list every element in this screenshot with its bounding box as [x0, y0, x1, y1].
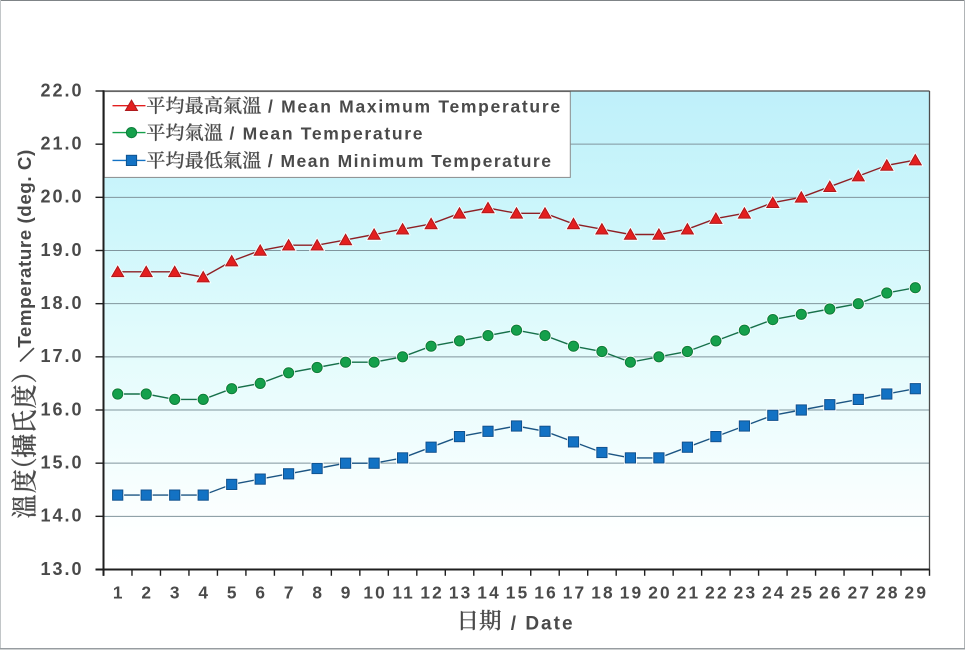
svg-text:1: 1 — [113, 583, 125, 603]
svg-text:4: 4 — [198, 583, 210, 603]
svg-text:Temperature (deg. C): Temperature (deg. C) — [14, 149, 35, 348]
svg-text:28: 28 — [876, 583, 900, 603]
svg-text:17.0: 17.0 — [40, 346, 83, 366]
svg-text:/ Date: / Date — [504, 613, 575, 634]
svg-text:10: 10 — [363, 583, 387, 603]
svg-text:24: 24 — [762, 583, 786, 603]
svg-text:20.0: 20.0 — [40, 187, 83, 207]
svg-text:27: 27 — [848, 583, 872, 603]
svg-text:2: 2 — [141, 583, 153, 603]
svg-text:14.0: 14.0 — [40, 506, 83, 526]
svg-text:22.0: 22.0 — [40, 80, 83, 100]
svg-text:25: 25 — [791, 583, 815, 603]
svg-text:16.0: 16.0 — [40, 399, 83, 419]
svg-text:13: 13 — [449, 583, 473, 603]
svg-text:5: 5 — [227, 583, 239, 603]
svg-text:8: 8 — [312, 583, 324, 603]
svg-text:9: 9 — [341, 583, 353, 603]
svg-text:/ Mean Minimum Temperature: / Mean Minimum Temperature — [261, 151, 552, 171]
svg-text:/ Mean Temperature: / Mean Temperature — [223, 123, 424, 143]
svg-text:3: 3 — [170, 583, 182, 603]
svg-text:15.0: 15.0 — [40, 452, 83, 472]
svg-text:17: 17 — [563, 583, 587, 603]
svg-text:13.0: 13.0 — [40, 559, 83, 579]
svg-text:18: 18 — [591, 583, 615, 603]
svg-text:23: 23 — [734, 583, 758, 603]
svg-text:6: 6 — [255, 583, 267, 603]
svg-text:26: 26 — [819, 583, 843, 603]
svg-text:/ Mean Maximum Temperature: / Mean Maximum Temperature — [261, 96, 561, 116]
svg-text:19.0: 19.0 — [40, 240, 83, 260]
svg-text:21: 21 — [677, 583, 701, 603]
svg-text:11: 11 — [392, 583, 415, 603]
svg-text:22: 22 — [705, 583, 729, 603]
svg-text:29: 29 — [905, 583, 929, 603]
svg-text:21.0: 21.0 — [40, 133, 83, 153]
svg-text:12: 12 — [420, 583, 444, 603]
svg-text:16: 16 — [534, 583, 558, 603]
svg-text:15: 15 — [506, 583, 530, 603]
svg-text:7: 7 — [284, 583, 296, 603]
svg-text:14: 14 — [477, 583, 501, 603]
svg-text:19: 19 — [620, 583, 644, 603]
svg-text:20: 20 — [648, 583, 672, 603]
svg-text:18.0: 18.0 — [40, 293, 83, 313]
